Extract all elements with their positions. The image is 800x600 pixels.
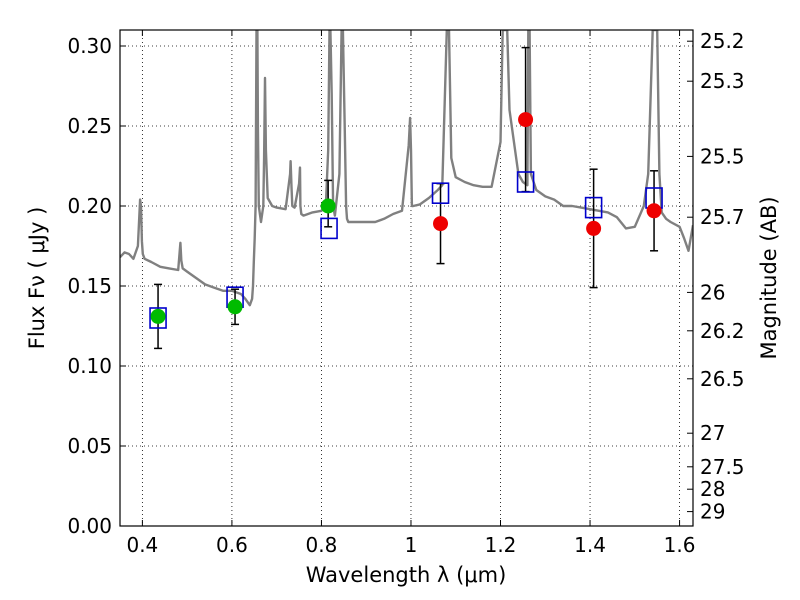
right-tick-label: 28 — [700, 477, 725, 501]
plot-frame — [119, 29, 694, 527]
observed-point — [646, 203, 662, 219]
x-tick-label: 0.4 — [126, 533, 158, 557]
model-photometry-square — [149, 307, 167, 329]
y-tick-label: 0.30 — [67, 34, 112, 58]
y-tick-label: 0.05 — [67, 434, 112, 458]
y-tick-label: 0.00 — [67, 514, 112, 538]
right-tick-label: 25.3 — [700, 69, 745, 93]
observed-point — [586, 220, 602, 236]
x-tick-label: 1.4 — [574, 533, 606, 557]
observed-point — [320, 198, 336, 214]
model-spectrum-line — [120, 30, 693, 307]
x-tick-label: 1.6 — [664, 533, 696, 557]
x-tick-label: 0.8 — [306, 533, 338, 557]
y-tick-label: 0.15 — [67, 274, 112, 298]
right-axis-label: Magnitude (AB) — [757, 196, 781, 359]
x-tick-label: 1.2 — [485, 533, 517, 557]
grid — [120, 30, 693, 527]
right-tick-label: 25.7 — [700, 205, 745, 229]
right-tick-label: 25.5 — [700, 144, 745, 168]
x-tick-label: 0.6 — [216, 533, 248, 557]
model-photometry-square — [584, 196, 603, 219]
y-tick-label: 0.25 — [67, 114, 112, 138]
axes: 0.4 0.6 0.8 1 1.2 1.4 1.6 0.00 0.05 0.10 0.15 0.20 0… — [67, 29, 744, 557]
observed-point — [227, 299, 243, 315]
right-tick-label: 26 — [700, 280, 725, 304]
plot-area — [120, 30, 693, 350]
y-tick-label: 0.20 — [67, 194, 112, 218]
model-photometry-square — [431, 182, 450, 204]
right-tick-label: 26.2 — [700, 319, 745, 343]
y-axis-label: Flux Fν ( μJy ) — [25, 207, 49, 350]
x-tick-label: 1 — [405, 533, 418, 557]
model-photometry-square — [516, 171, 535, 193]
y-tick-label: 0.10 — [67, 354, 112, 378]
x-axis-label: Wavelength λ (μm) — [306, 563, 507, 587]
right-tick-label: 29 — [700, 500, 725, 524]
right-tick-label: 27.5 — [700, 455, 745, 479]
observed-point — [518, 112, 534, 128]
right-tick-label: 26.5 — [700, 367, 745, 391]
right-tick-label: 27 — [700, 421, 725, 445]
right-tick-label: 25.2 — [700, 29, 745, 53]
observed-point — [150, 308, 166, 324]
observed-point — [433, 216, 449, 232]
model-photometry-square — [320, 217, 338, 240]
